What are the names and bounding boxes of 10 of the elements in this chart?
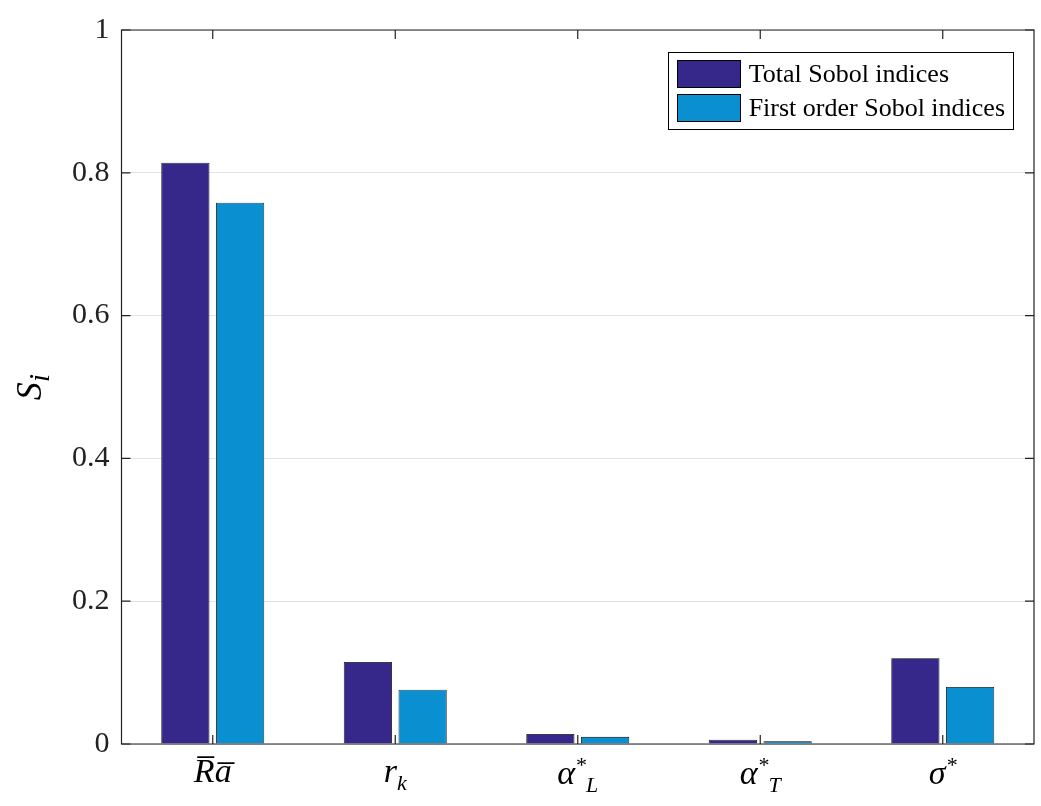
y-tick-label: 1 (94, 10, 110, 44)
y-tick-label: 0.4 (72, 439, 110, 473)
y-tick-label: 0.6 (72, 296, 110, 330)
y-tick-label: 0.8 (72, 153, 110, 187)
y-tick-label: 0.2 (72, 582, 110, 616)
legend-label: Total Sobol indices (748, 59, 950, 89)
legend-label: First order Sobol indices (748, 93, 1005, 123)
x-tick-label: r$_{k}$ (383, 752, 407, 796)
x-tick-label: σ$^{*}$ (928, 752, 957, 793)
y-tick-label: 0 (94, 724, 110, 758)
